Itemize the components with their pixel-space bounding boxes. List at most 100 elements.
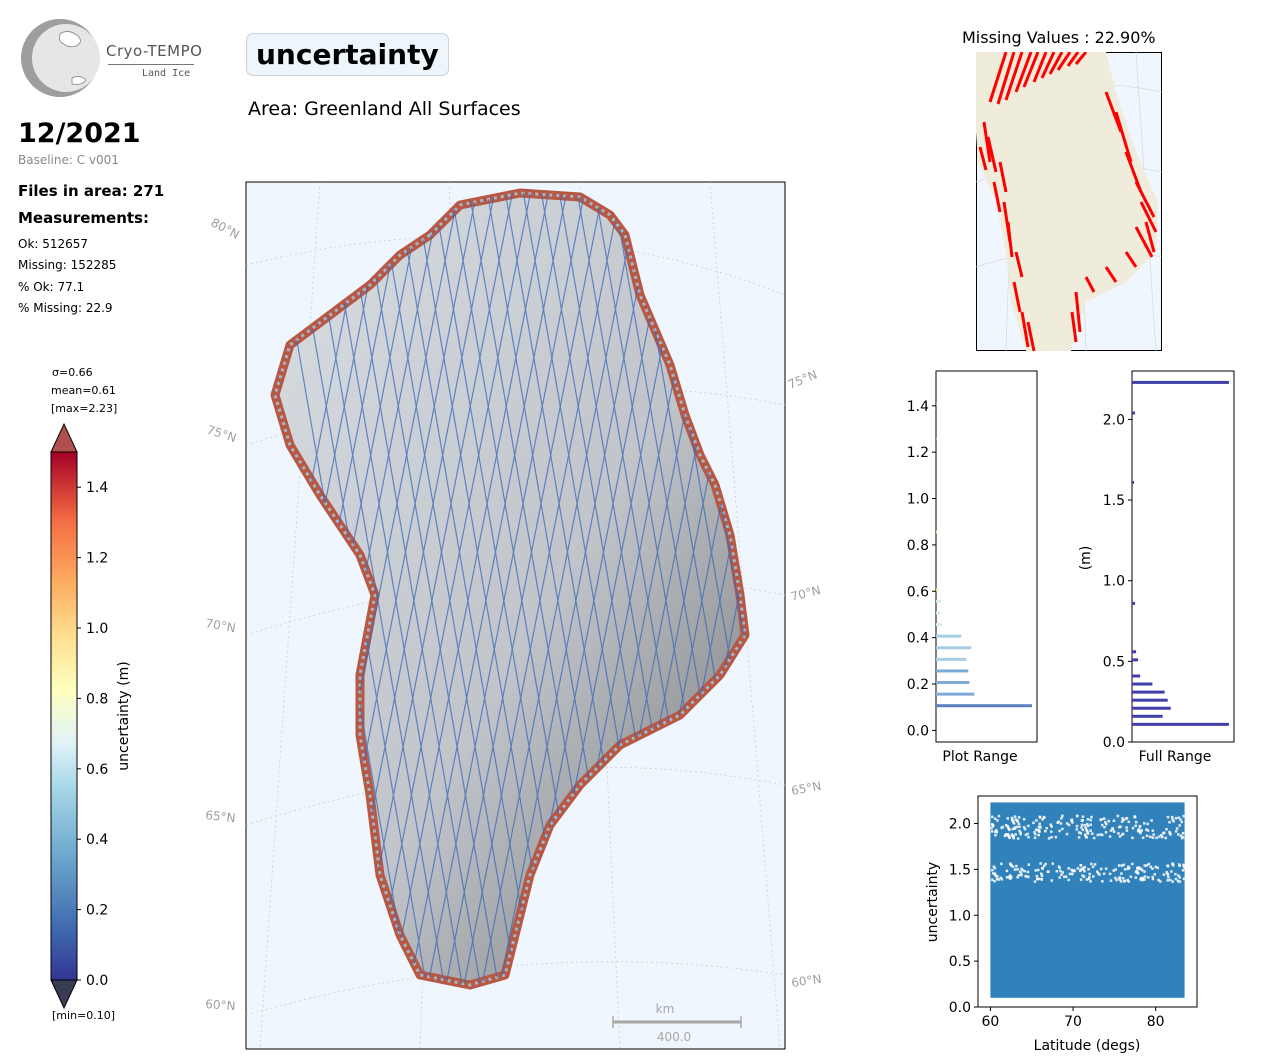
scatter-gap [999, 876, 1003, 880]
scatter-gap [1073, 869, 1076, 873]
scatter-gap [1160, 833, 1163, 837]
scatter-gap [1004, 824, 1008, 827]
scatter-gap [1127, 865, 1130, 868]
scatter-gap [1012, 836, 1016, 840]
scatter-gap [1081, 828, 1085, 832]
scatter-gap [1007, 876, 1011, 879]
scatter-gap [1168, 820, 1171, 824]
scatter-gap [1089, 818, 1092, 822]
scatter-gap [1026, 832, 1029, 836]
scatter-gap [1089, 829, 1092, 832]
ground-track [341, 193, 483, 985]
scatter-gap [1162, 831, 1166, 835]
scatter-gap [1083, 869, 1086, 873]
colorbar-tick-label: 1.4 [86, 480, 108, 496]
colorbar-tick-label: 1.2 [86, 551, 108, 567]
hist2-bar [1132, 380, 1229, 384]
scatter-gap [1010, 816, 1014, 820]
scatter-gap [1084, 826, 1087, 830]
scatter-gap [993, 872, 996, 876]
scatter-gap [1006, 817, 1010, 820]
pct-missing: % Missing: 22.9 [18, 301, 113, 315]
hist1-bar [936, 692, 975, 696]
hist1-tick-label: 0.0 [907, 723, 929, 739]
scatter-gap [1167, 875, 1170, 879]
hist1-bar [936, 530, 938, 534]
scatter-gap [1058, 829, 1061, 833]
ground-track [377, 193, 519, 985]
area-label: Area: Greenland All Surfaces [248, 98, 521, 120]
scatter-gap [1000, 862, 1003, 866]
scatter-gap [1150, 819, 1153, 822]
scatter-gap [997, 878, 1000, 881]
ground-track [371, 193, 533, 985]
scatter-gap [1098, 873, 1101, 876]
scatter-gap [1151, 877, 1155, 881]
scatter-gap [1010, 876, 1013, 879]
ground-track [389, 193, 551, 985]
scatter-gap [1096, 833, 1100, 837]
scatter-gap [1101, 880, 1104, 883]
missing-track [1022, 52, 1040, 88]
missing-track [1104, 266, 1118, 283]
scatter-gap [1104, 867, 1108, 870]
scatter-ytick-label: 1.5 [949, 862, 971, 878]
hist1-bar [936, 437, 937, 441]
scatter-gap [1141, 878, 1144, 882]
scatter-gap [1123, 868, 1127, 871]
scatter-gap [1146, 829, 1150, 832]
hist2-axes [1131, 370, 1235, 743]
scatter-gap [1177, 874, 1180, 877]
scatter-gap [1021, 869, 1024, 872]
scatter-gap [1121, 817, 1124, 820]
missing-track [1026, 321, 1036, 351]
scatter-gap [1085, 835, 1088, 839]
scatter-gap [1016, 876, 1019, 879]
missing-tracks [978, 52, 1158, 351]
scatter-gap [1171, 862, 1175, 865]
scatter-gap [1095, 870, 1099, 873]
hist1-tick-label: 0.2 [907, 677, 929, 693]
scatter-gap [1114, 868, 1117, 871]
scatter-gap [1136, 872, 1140, 875]
scatter-gap [1071, 821, 1074, 824]
scatter-gap [1071, 869, 1074, 873]
scatter-gap [1012, 822, 1016, 825]
scatter-gap [1034, 869, 1037, 872]
hist2-bar [1132, 650, 1137, 654]
lat-label-60n-right: 60°N [790, 972, 822, 990]
scatter-gap [1022, 817, 1026, 821]
scatter-gap [1136, 867, 1139, 870]
scatter-gap [1081, 815, 1085, 818]
scatter-gap [1162, 873, 1166, 876]
hist2-bar [1132, 480, 1135, 484]
scatter-gap [1060, 873, 1063, 877]
scatter-gap [1023, 869, 1026, 873]
scatter-gap [991, 868, 994, 872]
scatter-gap [1099, 867, 1103, 871]
scatter-gap [1036, 877, 1039, 881]
scatter-gap [1151, 836, 1155, 839]
scatter-gap [1146, 822, 1149, 826]
scatter-gap [1166, 864, 1170, 868]
scatter-gap [1040, 878, 1044, 881]
scatter-gap [1143, 870, 1146, 873]
scatter-gap [1107, 819, 1110, 823]
scatter-gap [1112, 830, 1116, 833]
scatter-gap [1019, 831, 1022, 835]
scatter-gap [1165, 827, 1168, 831]
scatter-gap [1143, 875, 1147, 878]
missing-track [1066, 52, 1080, 67]
scatter-gap [1102, 872, 1106, 876]
missing-track [1144, 221, 1156, 253]
scatter-gap [1020, 872, 1023, 875]
scatter-gap [1125, 816, 1129, 820]
scatter-gap [1123, 879, 1127, 883]
scatter-ytick-label: 2.0 [949, 817, 971, 833]
scatter-gap [990, 826, 993, 830]
scatter-gap [1134, 876, 1138, 879]
colorbar-tick-label: 0.4 [86, 832, 108, 848]
scatter-gap [1089, 880, 1092, 883]
scatter-gap [1038, 816, 1042, 819]
hist2-bar [1132, 682, 1153, 686]
